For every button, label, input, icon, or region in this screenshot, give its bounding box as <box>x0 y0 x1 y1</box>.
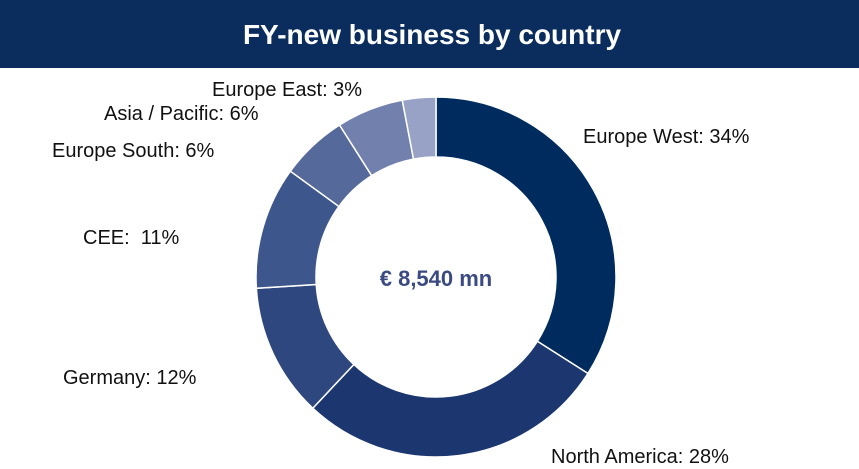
title-band <box>0 0 859 68</box>
donut-slice <box>311 340 590 458</box>
slice-label: North America: 28% <box>551 446 729 468</box>
slice-label: Asia / Pacific: 6% <box>104 103 259 125</box>
donut-slice <box>401 96 437 161</box>
slice-label: CEE: 11% <box>83 227 180 249</box>
slice-label: Europe South: 6% <box>52 140 215 162</box>
slice-label: Europe East: 3% <box>212 79 362 101</box>
donut-slice <box>435 96 617 375</box>
slice-label: Germany: 12% <box>63 367 197 389</box>
center-label: € 8,540 mn <box>380 266 493 291</box>
slice-label: Europe West: 34% <box>583 126 750 148</box>
chart-title: FY-new business by country <box>243 19 622 50</box>
